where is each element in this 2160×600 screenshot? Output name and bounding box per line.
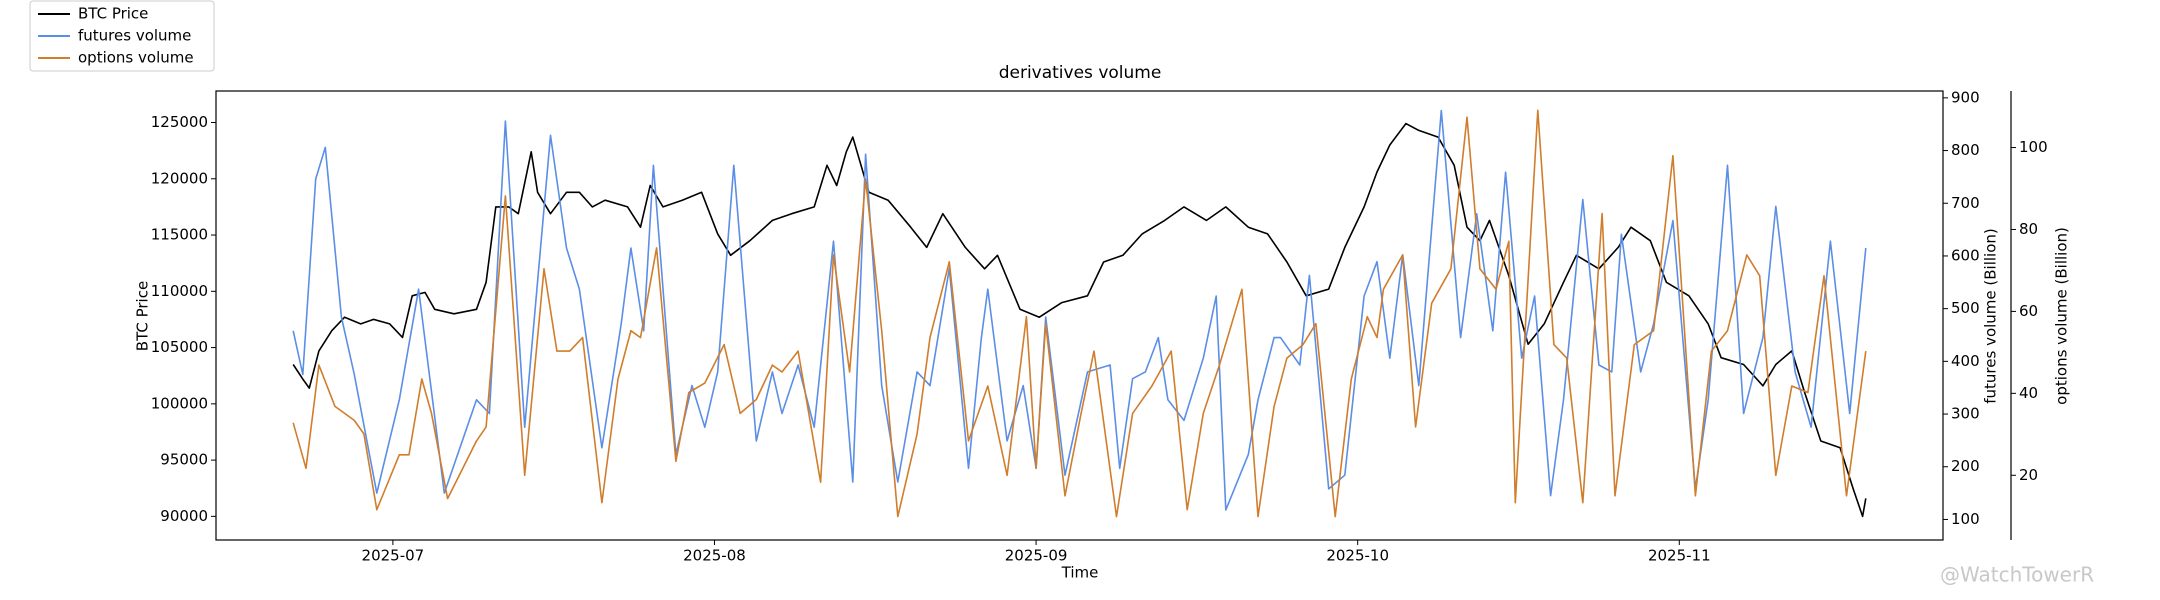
y3-tick-label: 20 bbox=[2019, 466, 2038, 484]
legend-label: options volume bbox=[78, 49, 194, 67]
y2-tick-label: 400 bbox=[1951, 352, 1980, 370]
y3-tick-label: 100 bbox=[2019, 138, 2048, 156]
y3-tick-label: 60 bbox=[2019, 302, 2038, 320]
y-tick-label: 100000 bbox=[151, 394, 208, 412]
series-line bbox=[292, 109, 1867, 518]
x-axis-label: Time bbox=[1061, 564, 1099, 582]
y-tick-label: 125000 bbox=[151, 113, 208, 131]
y-axis-label: BTC Price bbox=[134, 281, 152, 351]
x-tick-label: 2025-07 bbox=[362, 547, 425, 565]
y2-tick-label: 200 bbox=[1951, 457, 1980, 475]
y3-axis-label: options volume (Billion) bbox=[2053, 227, 2071, 405]
y3-tick-label: 80 bbox=[2019, 220, 2038, 238]
y2-tick-label: 800 bbox=[1951, 141, 1980, 159]
plot-frame bbox=[215, 90, 1944, 541]
watermark: @WatchTowerR bbox=[1940, 563, 2094, 587]
y2-tick-label: 300 bbox=[1951, 405, 1980, 423]
y2-axis-label: futures volume (Billion) bbox=[1982, 228, 2000, 404]
chart-title: derivatives volume bbox=[999, 63, 1162, 83]
y3-tick-label: 40 bbox=[2019, 384, 2038, 402]
y-tick-label: 105000 bbox=[151, 338, 208, 356]
y2-tick-label: 100 bbox=[1951, 510, 1980, 528]
series-line bbox=[292, 122, 1867, 518]
series-line bbox=[292, 109, 1867, 511]
legend-label: futures volume bbox=[78, 27, 191, 45]
y-tick-label: 115000 bbox=[151, 226, 208, 244]
y2-tick-label: 600 bbox=[1951, 246, 1980, 264]
y2-tick-label: 900 bbox=[1951, 88, 1980, 106]
legend-label: BTC Price bbox=[78, 5, 148, 23]
y-tick-label: 90000 bbox=[160, 507, 208, 525]
x-tick-label: 2025-08 bbox=[683, 547, 746, 565]
y-tick-label: 120000 bbox=[151, 169, 208, 187]
x-tick-label: 2025-09 bbox=[1005, 547, 1068, 565]
x-tick-label: 2025-11 bbox=[1648, 547, 1711, 565]
y2-tick-label: 700 bbox=[1951, 194, 1980, 212]
y-tick-label: 95000 bbox=[160, 451, 208, 469]
y-tick-label: 110000 bbox=[151, 282, 208, 300]
x-tick-label: 2025-10 bbox=[1326, 547, 1389, 565]
legend-box bbox=[29, 0, 215, 72]
y2-tick-label: 500 bbox=[1951, 299, 1980, 317]
